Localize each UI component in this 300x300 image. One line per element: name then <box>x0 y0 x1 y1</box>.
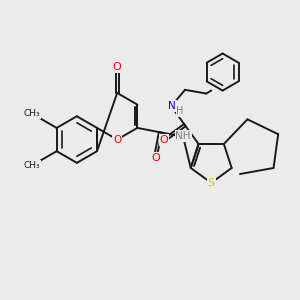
Text: O: O <box>160 135 168 146</box>
Text: H: H <box>176 106 184 116</box>
Text: S: S <box>208 178 215 188</box>
Text: O: O <box>151 153 160 163</box>
Text: NH: NH <box>175 131 191 141</box>
Text: O: O <box>113 134 121 145</box>
Text: N: N <box>168 101 176 111</box>
Text: O: O <box>113 62 122 72</box>
Text: CH₃: CH₃ <box>24 109 40 118</box>
Text: CH₃: CH₃ <box>24 161 40 170</box>
